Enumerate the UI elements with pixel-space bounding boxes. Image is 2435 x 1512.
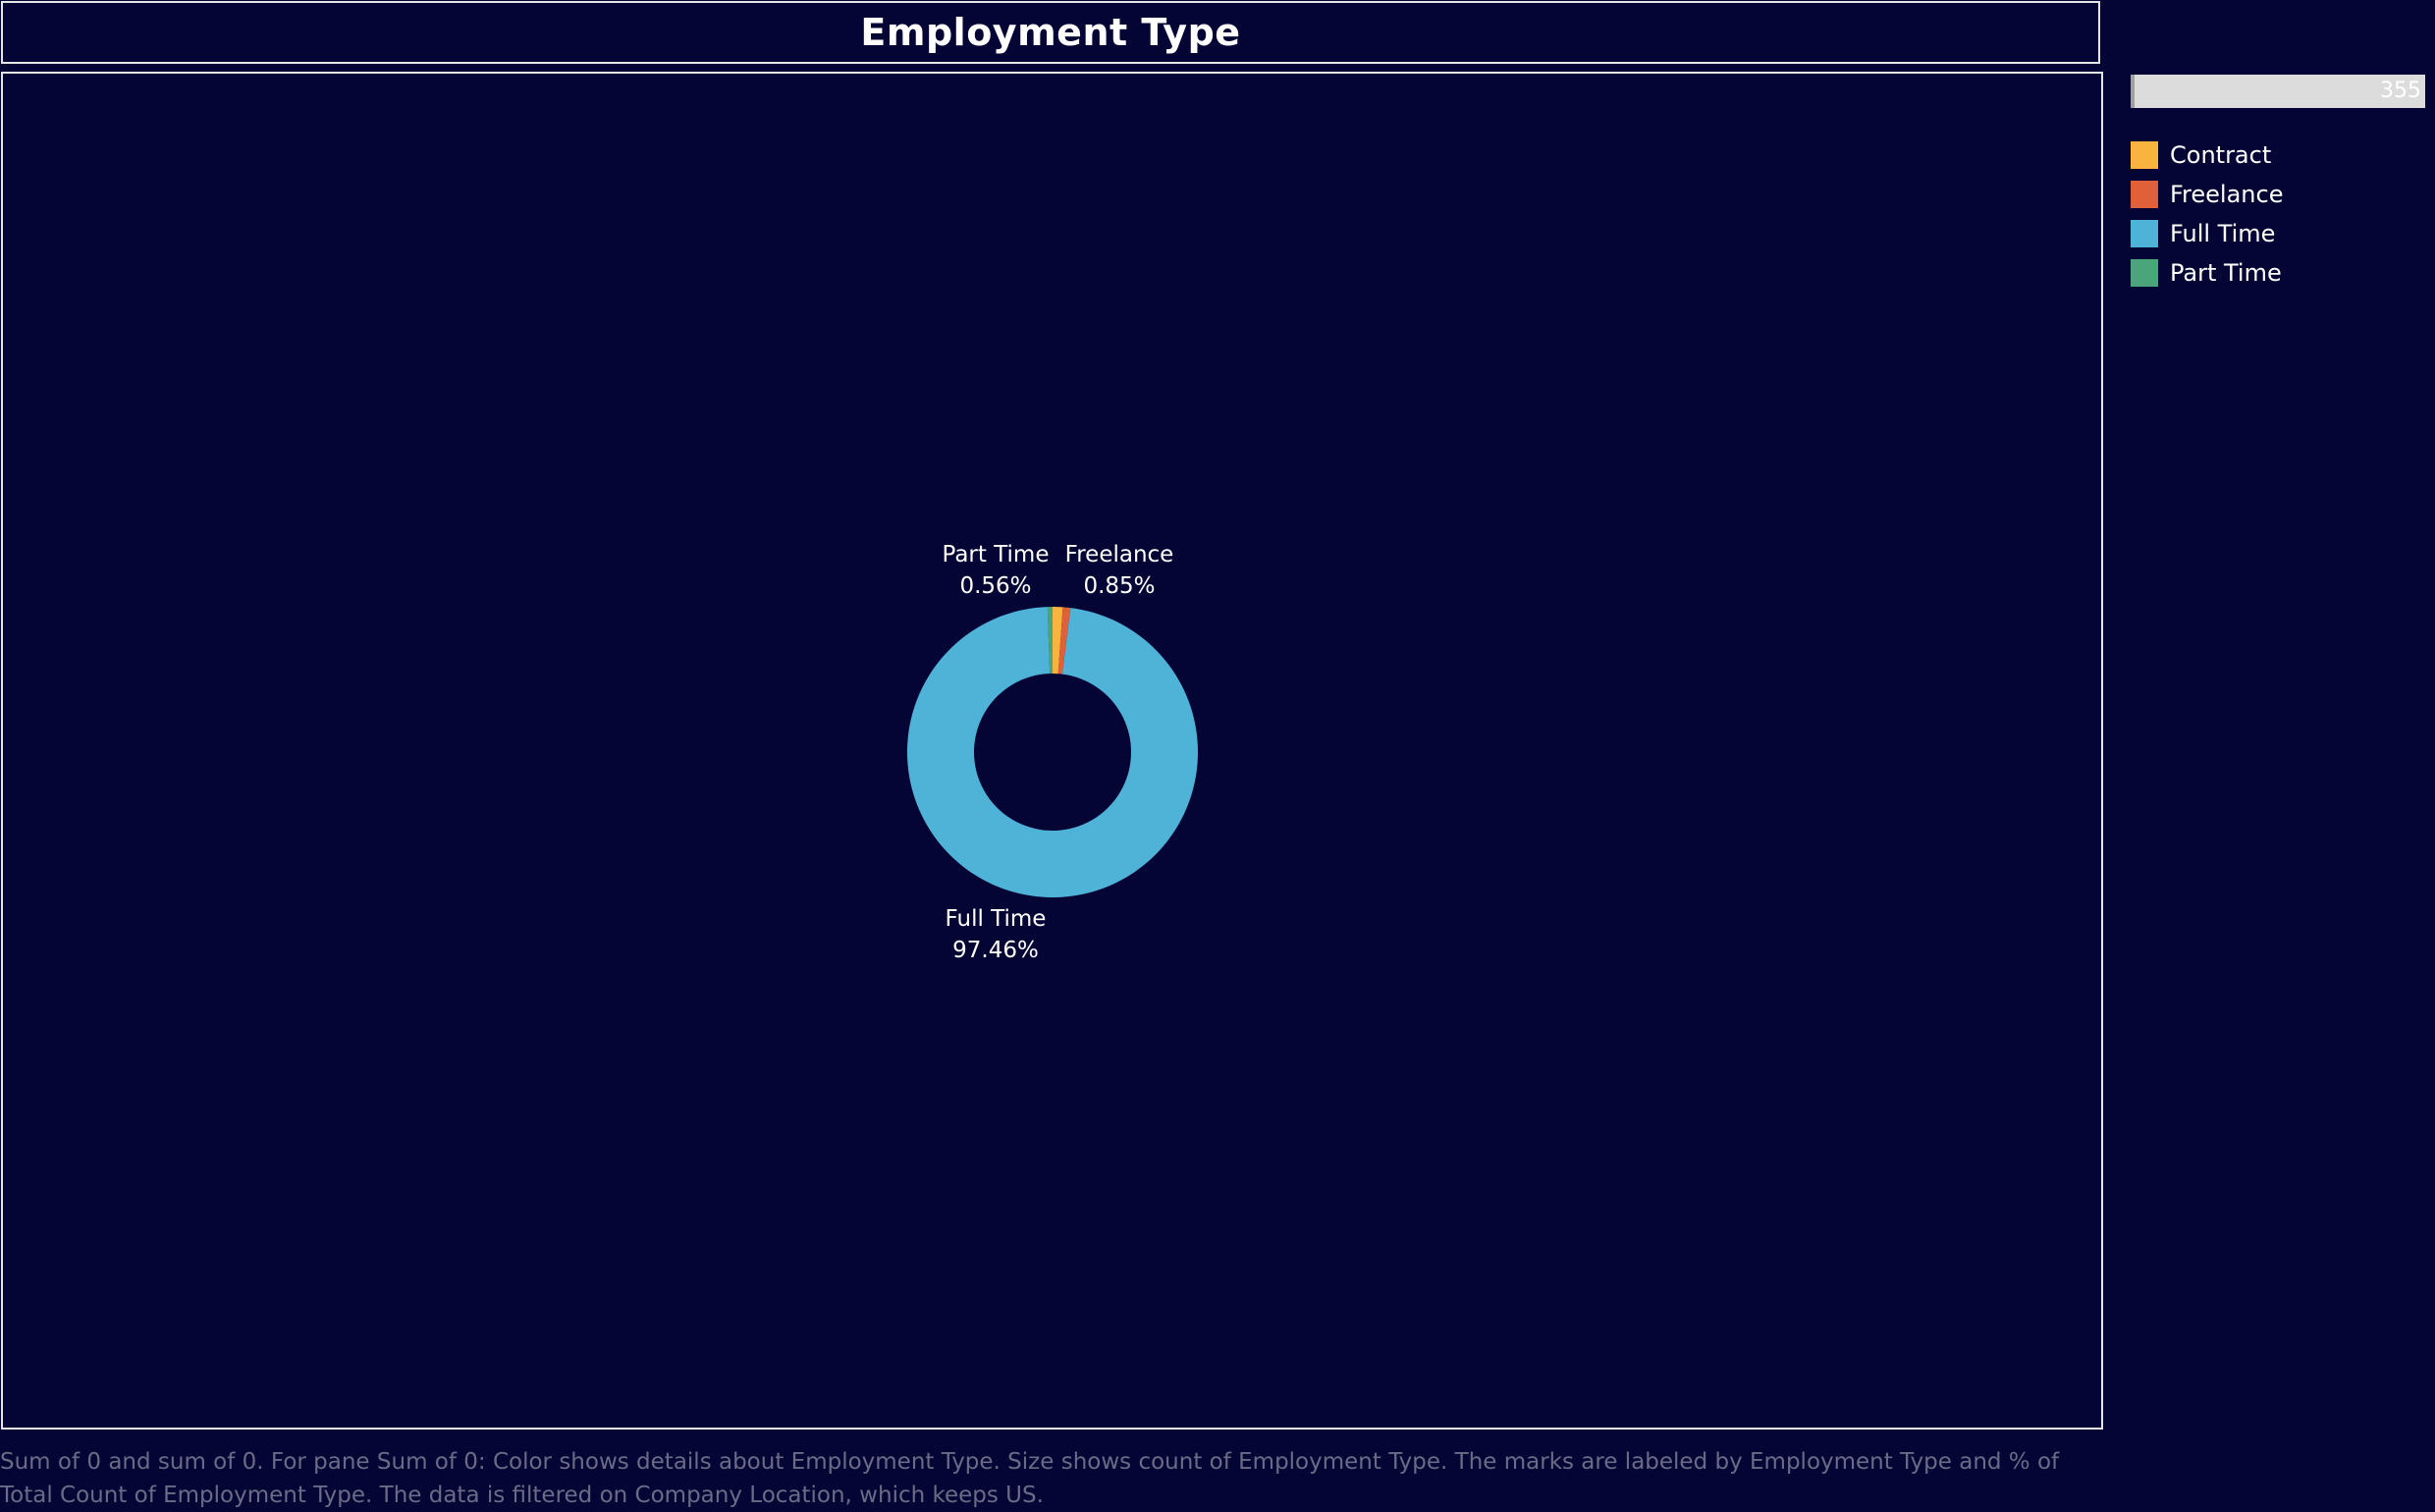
chart-title-bar: Employment Type: [1, 1, 2100, 64]
legend-item-freelance[interactable]: Freelance: [2131, 175, 2425, 214]
legend-item-part-time[interactable]: Part Time: [2131, 253, 2425, 293]
size-legend-value: 355: [2380, 79, 2421, 103]
label-part-time-name: Part Time: [942, 542, 1049, 567]
legend-item-full-time[interactable]: Full Time: [2131, 214, 2425, 253]
chart-caption: Sum of 0 and sum of 0. For pane Sum of 0…: [0, 1449, 2060, 1508]
label-full-time-percent: 97.46%: [952, 938, 1039, 963]
size-legend[interactable]: 355: [2131, 75, 2425, 108]
legend-label-freelance: Freelance: [2170, 181, 2284, 208]
label-freelance-name: Freelance: [1065, 542, 1174, 567]
legend-item-contract[interactable]: Contract: [2131, 135, 2425, 175]
legend-swatch-full-time: [2131, 220, 2158, 247]
chart-pane[interactable]: Full Time 97.46% Part Time 0.56% Freelance 0.…: [1, 72, 2103, 1430]
legend-swatch-freelance: [2131, 181, 2158, 208]
slice-contract[interactable]: [1053, 607, 1063, 675]
color-legend[interactable]: Contract Freelance Full Time Part Time: [2131, 135, 2425, 293]
legend-label-contract: Contract: [2170, 141, 2272, 169]
label-part-time-percent: 0.56%: [959, 573, 1031, 599]
legend-swatch-part-time: [2131, 259, 2158, 287]
slice-part-time[interactable]: [1047, 607, 1053, 675]
legend-label-part-time: Part Time: [2170, 259, 2282, 287]
slice-full-time[interactable]: [906, 607, 1198, 898]
slice-freelance[interactable]: [1057, 607, 1071, 675]
chart-title: Employment Type: [860, 11, 1241, 54]
donut-chart[interactable]: Full Time 97.46% Part Time 0.56% Freelance 0.…: [3, 74, 2105, 1431]
label-freelance-percent: 0.85%: [1083, 573, 1155, 599]
legend-label-full-time: Full Time: [2170, 220, 2276, 247]
legend-swatch-contract: [2131, 141, 2158, 169]
label-full-time-name: Full Time: [946, 906, 1047, 932]
